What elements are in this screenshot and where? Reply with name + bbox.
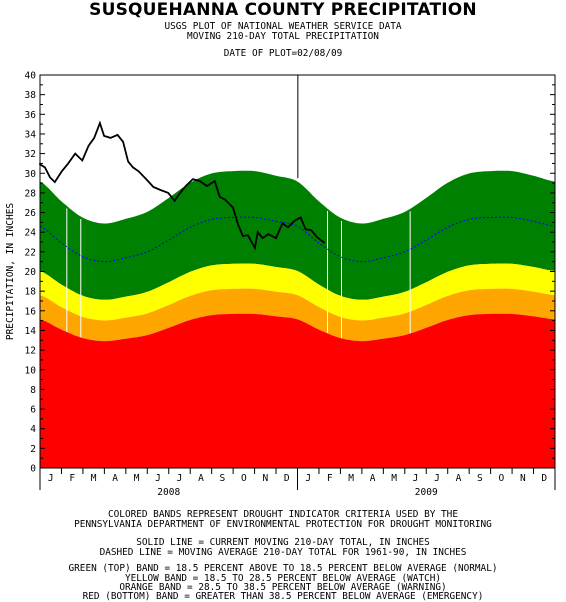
y-tick-label: 38: [25, 90, 37, 101]
y-tick-label: 8: [30, 385, 36, 396]
drought-bands: [40, 170, 555, 468]
y-tick-label: 28: [25, 188, 37, 199]
footer-bands-line2: PENNSYLVANIA DEPARTMENT OF ENVIRONMENTAL…: [74, 519, 492, 530]
x-month-label: O: [241, 473, 247, 484]
chart-title: SUSQUEHANNA COUNTY PRECIPITATION: [89, 0, 477, 20]
y-axis-label: PRECIPITATION, IN INCHES: [5, 203, 16, 341]
x-month-label: S: [477, 473, 483, 484]
x-month-label: A: [198, 473, 204, 484]
footer-orange-band: ORANGE BAND = 28.5 TO 38.5 PERCENT BELOW…: [119, 582, 447, 593]
y-tick-label: 0: [30, 464, 36, 475]
x-month-label: J: [305, 473, 311, 484]
x-month-label: M: [134, 473, 140, 484]
y-tick-label: 10: [25, 365, 37, 376]
x-month-label: D: [541, 473, 547, 484]
white-gap-lines: [66, 208, 411, 339]
x-month-label: A: [456, 473, 462, 484]
average-dashed-line: [39, 216, 556, 263]
x-month-label: M: [348, 473, 354, 484]
x-month-label: S: [220, 473, 226, 484]
footer-yellow-band: YELLOW BAND = 18.5 TO 28.5 PERCENT BELOW…: [124, 573, 442, 584]
footer-green-band: GREEN (TOP) BAND = 18.5 PERCENT ABOVE TO…: [68, 563, 498, 574]
x-month-label: J: [413, 473, 419, 484]
x-month-label: J: [48, 473, 54, 484]
y-tick-label: 24: [25, 228, 37, 239]
y-tick-label: 36: [25, 110, 37, 121]
y-tick-label: 16: [25, 306, 37, 317]
x-month-label: M: [391, 473, 397, 484]
date-of-plot: DATE OF PLOT=02/08/09: [223, 48, 343, 59]
subtitle-measure: MOVING 210-DAY TOTAL PRECIPITATION: [187, 31, 379, 42]
x-month-label: J: [177, 473, 183, 484]
footer-red-band: RED (BOTTOM) BAND = GREATER THAN 38.5 PE…: [82, 591, 484, 602]
red-band: [40, 313, 555, 468]
y-tick-label: 12: [25, 346, 36, 357]
x-month-label: F: [327, 473, 333, 484]
y-tick-label: 6: [30, 405, 36, 416]
y-tick-label: 22: [25, 247, 36, 258]
y-tick-label: 34: [25, 129, 37, 140]
x-month-label: N: [262, 473, 268, 484]
x-month-label: N: [520, 473, 526, 484]
y-tick-label: 2: [30, 444, 36, 455]
y-tick-label: 20: [25, 267, 37, 278]
y-tick-label: 40: [25, 71, 37, 82]
footer-bands-line1: COLORED BANDS REPRESENT DROUGHT INDICATO…: [108, 509, 458, 520]
orange-band: [40, 288, 555, 342]
x-axis: J F M A M J J A S O N D J F M A M J J A S O N D 2008 2009: [39, 468, 556, 498]
y-tick-label: 32: [25, 149, 36, 160]
current-solid-line: [39, 120, 326, 251]
yellow-band: [40, 263, 555, 321]
subtitle-source: USGS PLOT OF NATIONAL WEATHER SERVICE DA…: [164, 21, 402, 32]
y-tick-label: 18: [25, 287, 37, 298]
x-month-label: O: [498, 473, 504, 484]
y-tick-label: 30: [25, 169, 37, 180]
x-month-label: M: [91, 473, 97, 484]
x-month-label: A: [370, 473, 376, 484]
x-year-label: 2009: [415, 487, 438, 498]
y-tick-label: 26: [25, 208, 37, 219]
x-month-label: F: [69, 473, 75, 484]
x-month-label: J: [155, 473, 161, 484]
green-band: [40, 170, 555, 300]
x-year-label: 2008: [157, 487, 180, 498]
y-tick-label: 14: [25, 326, 37, 337]
x-month-label: A: [112, 473, 118, 484]
footer-dashed-line: DASHED LINE = MOVING AVERAGE 210-DAY TOT…: [99, 547, 467, 558]
footer-solid-line: SOLID LINE = CURRENT MOVING 210-DAY TOTA…: [136, 537, 430, 548]
x-month-label: J: [434, 473, 440, 484]
x-month-label: D: [284, 473, 290, 484]
y-tick-label: 4: [30, 424, 36, 435]
